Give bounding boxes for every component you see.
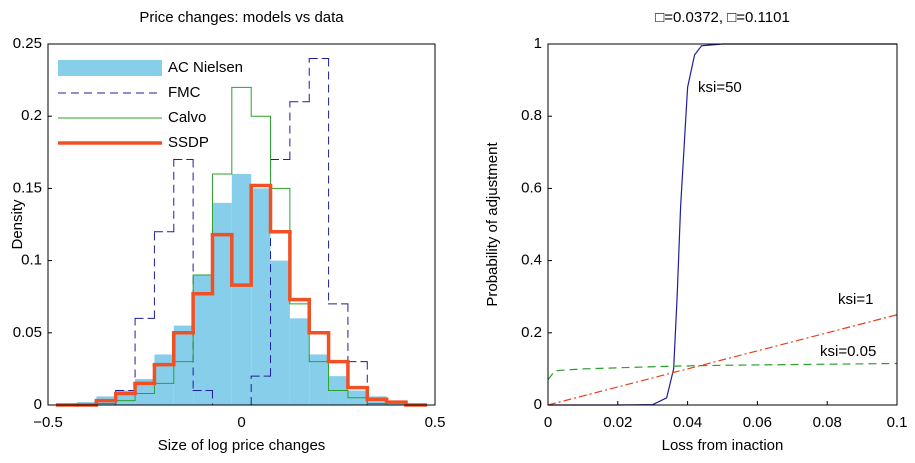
x-tick-label: 0.02 xyxy=(603,414,632,431)
line-label: ksi=50 xyxy=(698,79,742,96)
legend-swatch xyxy=(58,60,162,76)
line xyxy=(547,314,898,406)
y-tick-label: 1 xyxy=(534,35,542,52)
chart-title: □=0.0372, □=0.1101 xyxy=(655,9,790,26)
bar xyxy=(154,354,174,405)
y-tick-label: 0.25 xyxy=(13,35,42,52)
x-tick-label: 0 xyxy=(544,414,552,431)
x-axis-label: Size of log price changes xyxy=(158,437,326,454)
line-label: ksi=0.05 xyxy=(820,343,876,360)
bar xyxy=(173,325,194,405)
legend-label: Calvo xyxy=(168,109,206,126)
bar xyxy=(193,275,213,405)
x-tick-label: 0.06 xyxy=(743,414,772,431)
x-tick-label: 0 xyxy=(237,414,245,431)
legend-label: SSDP xyxy=(168,134,209,151)
y-tick-label: 0.15 xyxy=(13,179,42,196)
x-tick-label: 0.04 xyxy=(673,414,702,431)
x-tick-label: 0.1 xyxy=(887,414,908,431)
line xyxy=(547,362,898,381)
legend-label: AC Nielsen xyxy=(168,59,243,76)
y-tick-label: 0.2 xyxy=(521,324,542,341)
y-tick-label: 0.1 xyxy=(21,252,42,269)
bar xyxy=(251,188,271,405)
plot-frame xyxy=(47,43,436,406)
bar xyxy=(270,260,290,405)
y-tick-label: 0.6 xyxy=(521,179,542,196)
bar xyxy=(309,354,329,405)
x-axis-label: Loss from inaction xyxy=(662,437,784,454)
y-tick-label: 0.2 xyxy=(21,107,42,124)
y-tick-label: 0 xyxy=(34,396,42,413)
bar xyxy=(135,379,155,405)
bar xyxy=(289,318,310,405)
y-axis-label: Probability of adjustment xyxy=(484,142,501,307)
chart-title: Price changes: models vs data xyxy=(139,9,344,26)
y-tick-label: 0.4 xyxy=(521,252,542,269)
x-tick-label: −0.5 xyxy=(33,414,63,431)
y-tick-label: 0 xyxy=(534,396,542,413)
bar xyxy=(231,173,252,405)
y-tick-label: 0.8 xyxy=(521,107,542,124)
x-tick-label: 0.5 xyxy=(425,414,446,431)
bar xyxy=(212,202,232,405)
y-tick-label: 0.05 xyxy=(13,324,42,341)
plot-frame xyxy=(547,43,898,406)
line-label: ksi=1 xyxy=(838,291,873,308)
x-tick-label: 0.08 xyxy=(813,414,842,431)
legend-label: FMC xyxy=(168,84,201,101)
y-axis-label: Density xyxy=(9,199,26,250)
